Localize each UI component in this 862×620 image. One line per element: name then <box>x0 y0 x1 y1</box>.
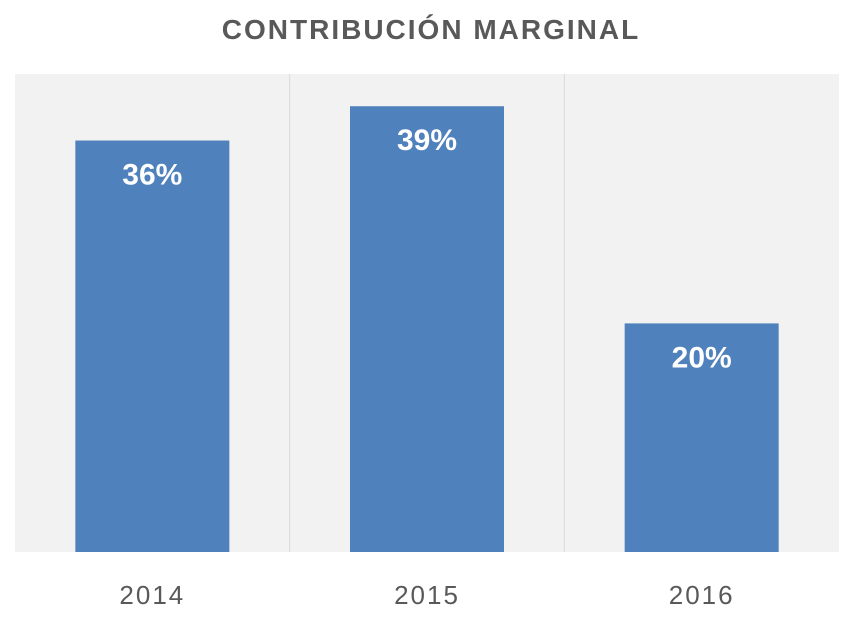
data-label-2016: 20% <box>672 341 732 374</box>
bar-2015 <box>350 106 504 552</box>
x-tick-2016: 2016 <box>669 580 735 610</box>
bars-group <box>75 106 779 552</box>
x-tick-2014: 2014 <box>119 580 185 610</box>
data-label-2014: 36% <box>122 159 182 192</box>
bar-2014 <box>75 140 230 552</box>
data-label-2015: 39% <box>397 124 457 157</box>
bar-2016 <box>624 323 779 552</box>
category-separators <box>289 74 565 552</box>
x-tick-2015: 2015 <box>394 580 460 610</box>
data-labels-group: 36% 39% 20% <box>122 124 731 374</box>
chart-title: CONTRIBUCIÓN MARGINAL <box>221 14 641 45</box>
x-ticks-group: 2014 2015 2016 <box>119 580 735 610</box>
